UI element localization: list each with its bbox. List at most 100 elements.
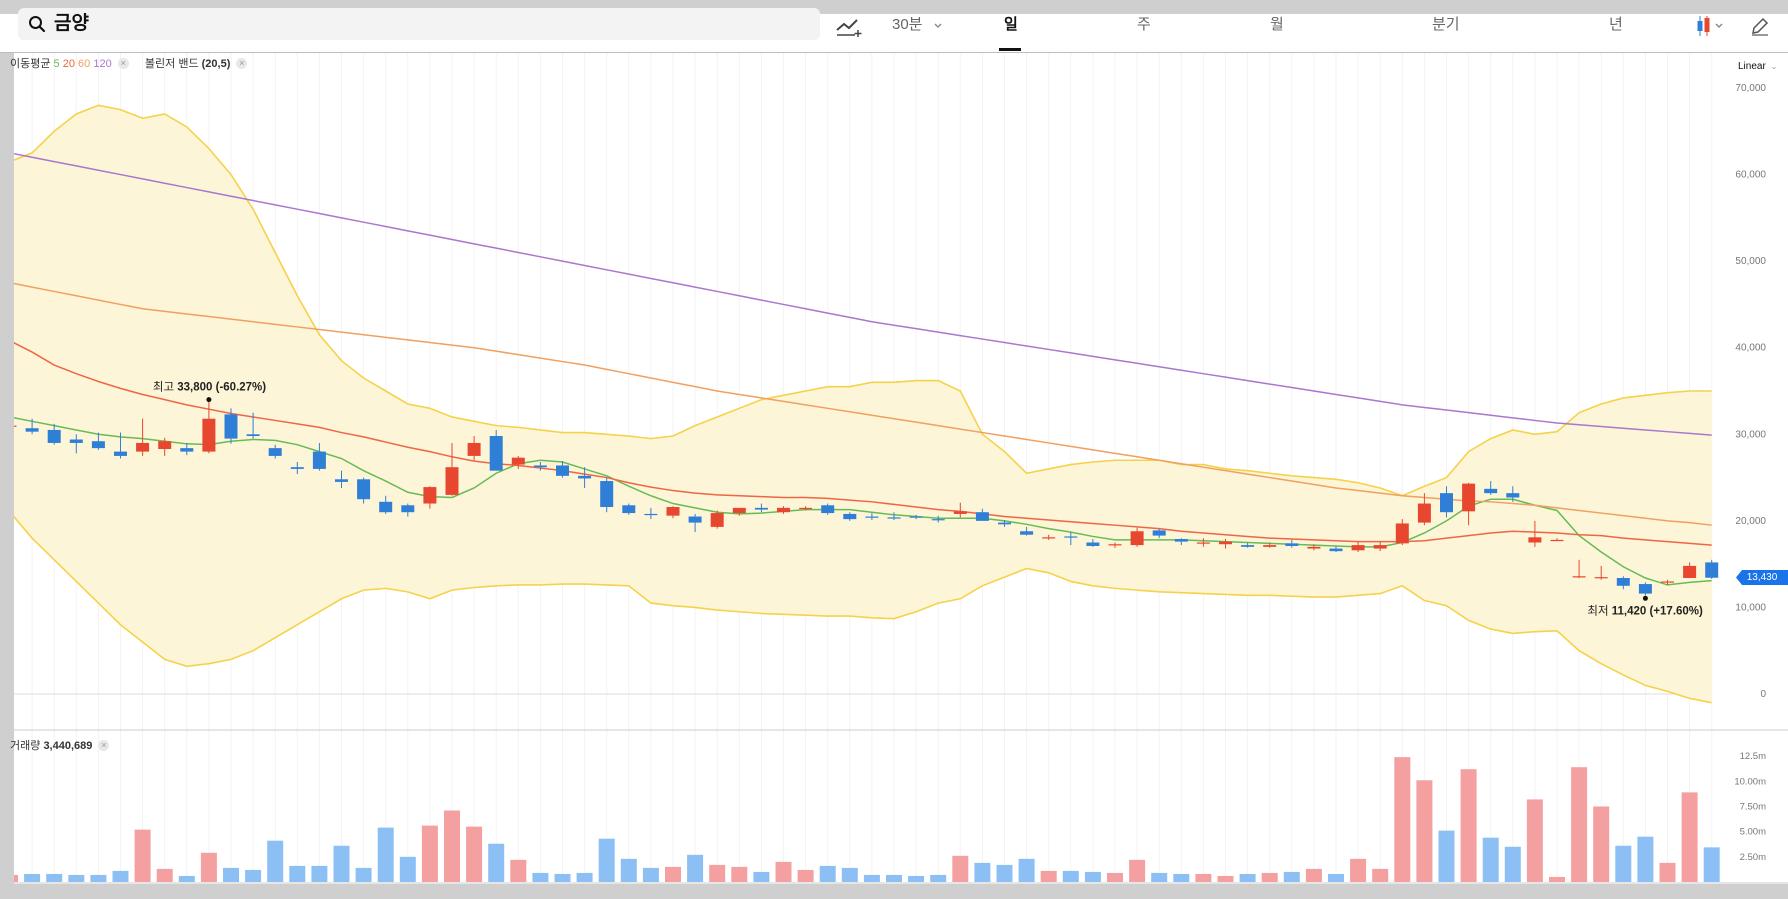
candle-body	[423, 487, 437, 504]
volume-bar	[1305, 868, 1322, 882]
candle	[379, 495, 393, 514]
candle-body	[556, 465, 569, 476]
candle	[1174, 538, 1188, 546]
candle-body	[931, 519, 945, 521]
candle	[644, 507, 658, 520]
candlestick-type-icon[interactable]	[1695, 14, 1725, 38]
candle-body	[202, 418, 216, 452]
volume-bar	[1460, 769, 1477, 882]
volume-bar	[1328, 873, 1344, 882]
candle-body	[467, 442, 481, 456]
candle-body	[1417, 503, 1431, 523]
candle	[1484, 481, 1498, 495]
candle	[1661, 579, 1674, 585]
candle-body	[1506, 493, 1520, 498]
volume-bar	[974, 862, 991, 882]
candle-body	[1616, 577, 1630, 586]
chevron-down-icon: ⌄	[1770, 62, 1778, 71]
search-box[interactable]: 금양	[18, 8, 820, 40]
candle-body	[865, 516, 879, 518]
volume-bar	[134, 829, 151, 882]
search-input[interactable]: 금양	[54, 13, 89, 34]
volume-bar	[1107, 872, 1123, 882]
candle	[489, 429, 503, 471]
volume-bar	[1040, 870, 1057, 882]
volume-bar	[709, 864, 726, 882]
candle	[47, 423, 61, 445]
active-tab-indicator	[999, 48, 1021, 51]
volume-bar	[156, 868, 173, 882]
candle	[511, 455, 525, 469]
ma-60-line	[9, 282, 1712, 526]
close-icon[interactable]: ×	[236, 58, 248, 69]
volume-bar	[576, 872, 593, 882]
y-tick-label: 60,000	[1735, 170, 1766, 181]
candle-body	[224, 414, 238, 439]
volume-bar	[1062, 870, 1079, 882]
candle-body	[489, 436, 503, 471]
volume-bar	[908, 875, 925, 882]
candle	[1108, 542, 1122, 548]
volume-tick-label: 7.50m	[1740, 801, 1766, 812]
candle	[799, 506, 813, 511]
close-icon[interactable]: ×	[98, 740, 110, 751]
volume-bar	[90, 874, 107, 882]
candle-body	[445, 467, 459, 495]
candle	[1086, 539, 1100, 547]
draw-trend-icon[interactable]	[835, 16, 863, 38]
candle	[224, 408, 238, 444]
tab-quarter[interactable]: 분기	[1432, 16, 1460, 33]
candle	[180, 442, 194, 456]
candle-body	[1064, 536, 1078, 538]
candle-body	[1219, 541, 1232, 545]
volume-bar	[68, 874, 85, 882]
volume-bar	[46, 873, 63, 882]
volume-bar	[1129, 859, 1146, 882]
volume-bar	[333, 845, 350, 882]
low-annotation: 최저 11,420 (+17.60%)	[1587, 604, 1703, 617]
tab-month[interactable]: 월	[1270, 16, 1284, 33]
interval-30min-dropdown[interactable]: 30분	[892, 16, 923, 33]
candle	[401, 503, 415, 517]
volume-bar	[1018, 858, 1035, 882]
candle	[998, 519, 1011, 527]
volume-tick-label: 10.00m	[1734, 776, 1766, 787]
volume-tick-label: 5.00m	[1740, 827, 1766, 838]
candle	[357, 477, 371, 504]
volume-bar	[1173, 873, 1190, 882]
close-icon[interactable]: ×	[117, 58, 129, 69]
candle	[732, 507, 746, 516]
volume-bar	[1195, 873, 1212, 882]
high-annotation-value: 33,800 (-60.27%)	[177, 382, 266, 394]
volume-bar	[665, 866, 681, 882]
volume-bar	[1615, 845, 1632, 882]
tab-day[interactable]: 일	[1004, 16, 1018, 33]
tab-week[interactable]: 주	[1137, 16, 1151, 33]
scale-type-label[interactable]: Linear	[1738, 61, 1766, 72]
volume-bar	[1151, 872, 1168, 882]
pencil-icon[interactable]	[1750, 16, 1770, 36]
volume-bar	[819, 865, 836, 882]
candle	[25, 418, 39, 435]
candles	[3, 399, 1719, 596]
volume-bar	[1593, 806, 1610, 882]
low-marker	[1642, 595, 1648, 601]
volume-bars	[2, 757, 1720, 882]
tab-year[interactable]: 년	[1609, 16, 1623, 33]
candle-body	[69, 439, 83, 443]
candle-body	[357, 479, 371, 500]
chevron-down-icon[interactable]	[933, 22, 943, 30]
volume-bar	[1438, 830, 1455, 882]
scale-type-dropdown[interactable]: Linear ⌄	[1738, 60, 1777, 74]
ma-20-line	[9, 340, 1712, 546]
volume-bar	[554, 873, 571, 882]
candle	[290, 461, 304, 475]
volume-bar	[1659, 862, 1676, 882]
candle-body	[975, 512, 989, 521]
candle-body	[1130, 531, 1144, 546]
candle-body	[998, 522, 1011, 525]
volume-bar	[886, 874, 902, 882]
candle	[1042, 534, 1056, 540]
candle-body	[268, 448, 282, 456]
